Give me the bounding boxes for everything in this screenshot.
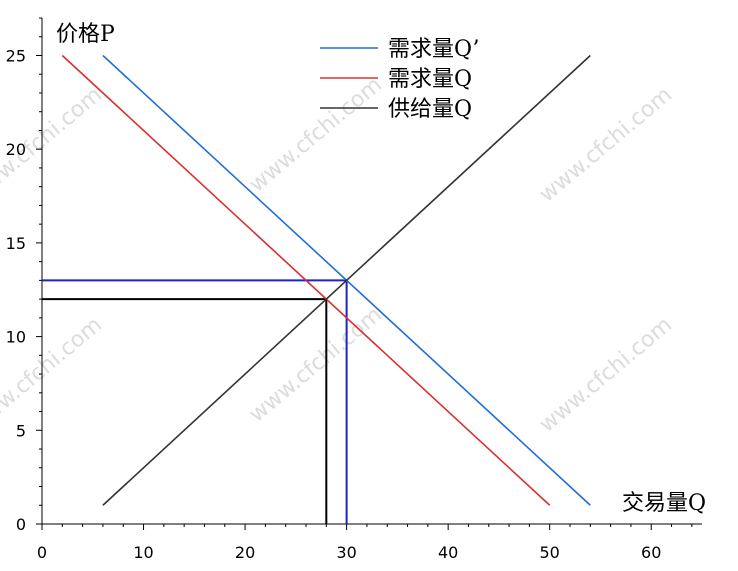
y-tick-label: 25 — [6, 46, 26, 65]
series-line-3 — [102, 54, 591, 506]
y-axis-title: 价格P — [56, 22, 115, 47]
legend-label: 需求量Q’ — [388, 37, 479, 62]
watermark-text: www.cfchi.com — [245, 302, 387, 427]
x-ticks: 0 10 20 30 40 50 60 — [37, 524, 693, 562]
watermark-text: www.cfchi.com — [535, 312, 677, 437]
watermark-layer: www.cfchi.com www.cfchi.com www.cfchi.com w… — [0, 72, 677, 437]
x-tick-label: 30 — [336, 543, 356, 562]
x-axis-title: 交易量Q — [622, 491, 706, 516]
x-tick-label: 20 — [235, 543, 255, 562]
x-tick-label: 60 — [641, 543, 661, 562]
y-tick-label: 20 — [6, 140, 26, 159]
x-tick-label: 0 — [37, 543, 47, 562]
legend: 需求量Q’ 需求量Q 供给量Q — [320, 37, 479, 122]
series-line-2 — [61, 54, 551, 506]
legend-label: 供给量Q — [388, 97, 472, 122]
watermark-text: www.cfchi.com — [245, 72, 387, 197]
y-tick-label: 5 — [16, 421, 26, 440]
series-lines — [61, 54, 591, 506]
axes: 0 10 20 30 40 50 60 0 5 10 15 20 25 — [6, 17, 702, 562]
x-tick-label: 10 — [133, 543, 153, 562]
x-tick-label: 40 — [438, 543, 458, 562]
watermark-text: www.cfchi.com — [535, 82, 677, 207]
x-tick-label: 50 — [540, 543, 560, 562]
y-tick-label: 10 — [6, 328, 26, 347]
legend-label: 需求量Q — [388, 67, 472, 92]
y-tick-label: 0 — [16, 515, 26, 534]
y-ticks: 0 5 10 15 20 25 — [6, 17, 42, 534]
y-tick-label: 15 — [6, 234, 26, 253]
